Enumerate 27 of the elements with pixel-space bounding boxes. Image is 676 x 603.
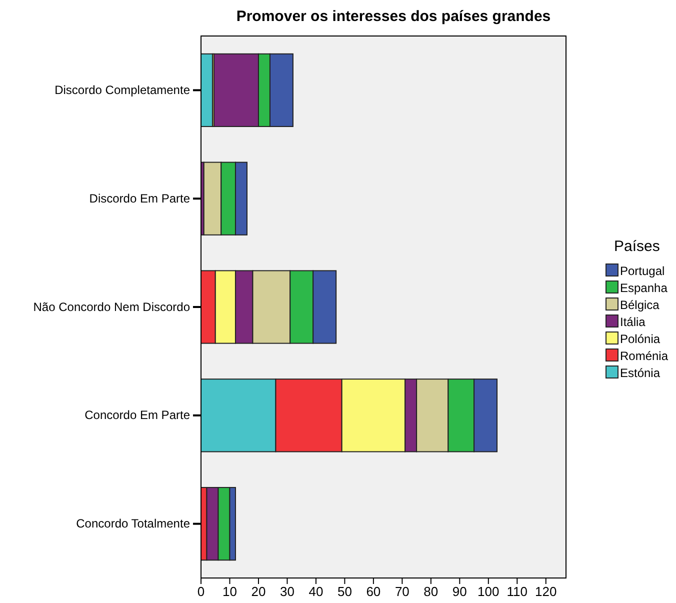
x-tick-label: 50: [337, 584, 352, 600]
x-tick-label: 90: [452, 584, 467, 600]
y-tick-label: Discordo Completamente: [54, 83, 190, 98]
legend-label: Espanha: [620, 281, 668, 295]
x-tick-label: 100: [478, 584, 500, 600]
x-tick-label: 10: [222, 584, 237, 600]
x-tick-label: 60: [366, 584, 381, 600]
legend-title: Países: [614, 238, 660, 255]
legend-label: Itália: [620, 315, 646, 329]
legend-label: Bélgica: [620, 298, 660, 312]
legend-label: Roménia: [620, 349, 668, 363]
x-tick-label: 30: [280, 584, 294, 600]
x-tick-label: 40: [308, 584, 324, 600]
x-tick-label: 70: [394, 584, 410, 600]
legend-label: Estónia: [620, 366, 660, 380]
x-tick-label: 80: [424, 584, 438, 600]
y-tick-label: Não Concordo Nem Discordo: [33, 300, 190, 314]
x-tick-label: 20: [251, 584, 266, 600]
legend-label: Portugal: [620, 264, 665, 278]
x-tick-label: 110: [506, 584, 528, 600]
legend-label: Polónia: [620, 332, 660, 346]
x-tick-label: 0: [197, 584, 205, 600]
y-tick-label: Concordo Em Parte: [84, 408, 190, 422]
chart-title: Promover os interesses dos países grandes: [236, 8, 551, 25]
x-tick-label: 120: [535, 584, 557, 600]
y-tick-label: Concordo Totalmente: [76, 516, 190, 531]
y-tick-label: Discordo Em Parte: [89, 191, 190, 206]
